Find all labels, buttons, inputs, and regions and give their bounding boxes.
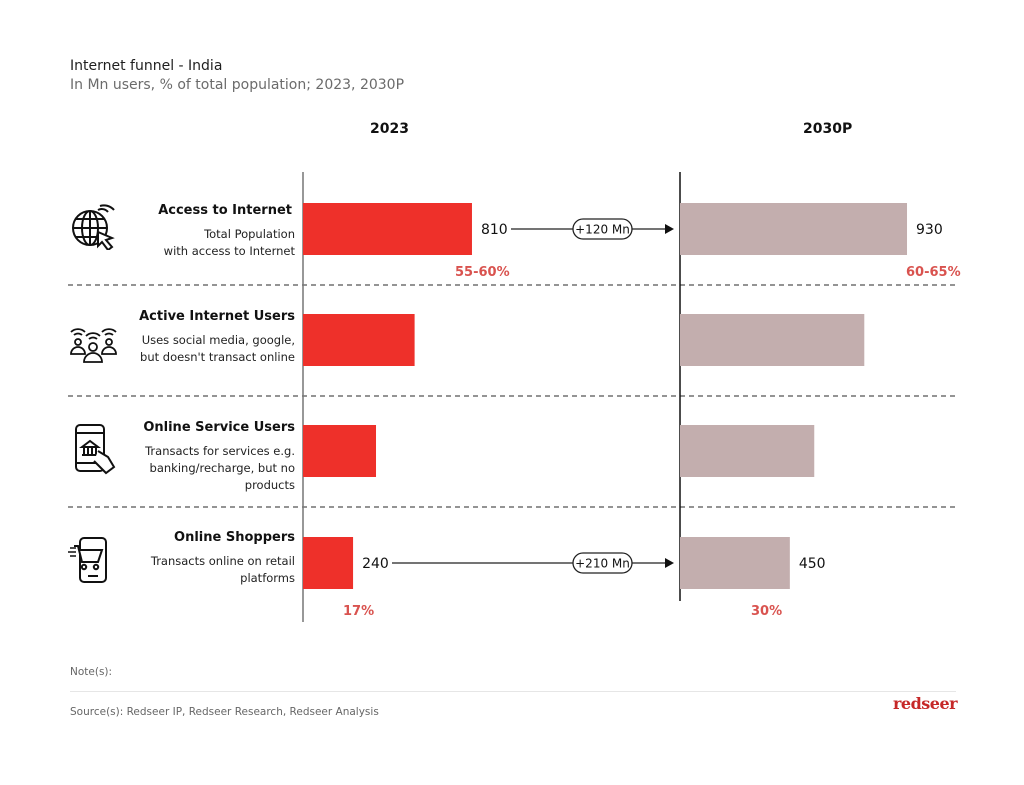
- desc-line: Transacts online on retail: [150, 554, 295, 568]
- growth-pill: [572, 218, 633, 240]
- row-title-active: Active Internet Users: [139, 309, 295, 324]
- arrowhead-icon: [665, 224, 674, 234]
- row-desc-service: Transacts for services e.g. banking/rech…: [55, 443, 295, 494]
- column-header-2023: 2023: [370, 121, 409, 137]
- column-header-2030p: 2030P: [803, 121, 853, 137]
- bar-2023-2: [303, 425, 377, 477]
- row-title-access: Access to Internet: [158, 203, 292, 218]
- percent-label: 60-65%: [906, 265, 961, 280]
- notes-label: Note(s):: [70, 666, 113, 678]
- value-label: 930: [916, 222, 943, 238]
- desc-line: Transacts for services e.g.: [145, 444, 295, 458]
- users-wifi-icon: [70, 328, 117, 363]
- phone-bank-icon: [75, 424, 116, 475]
- bar-2030p-3: [680, 537, 790, 589]
- bar-2030p-1: [680, 314, 865, 366]
- source-text: Source(s): Redseer IP, Redseer Research,…: [70, 706, 379, 718]
- desc-line: platforms: [240, 571, 295, 585]
- desc-line: but doesn't transact online: [140, 350, 295, 364]
- percent-label: 17%: [343, 604, 374, 619]
- row-desc-shoppers: Transacts online on retail platforms: [55, 553, 295, 587]
- row-desc-active: Uses social media, google, but doesn't t…: [55, 332, 295, 366]
- percent-label: 55-60%: [455, 265, 510, 280]
- growth-pill: [572, 552, 633, 574]
- row-title-shoppers: Online Shoppers: [174, 530, 295, 545]
- chart-title: Internet funnel - India: [70, 58, 223, 74]
- bar-2030p-0: [680, 203, 908, 255]
- phone-cart-icon: [68, 537, 107, 583]
- desc-line: Uses social media, google,: [141, 333, 295, 347]
- bar-2030p-2: [680, 425, 815, 477]
- bar-2023-1: [303, 314, 415, 366]
- value-label: 450: [799, 556, 826, 572]
- value-label: 240: [362, 556, 389, 572]
- row-title-service: Online Service Users: [143, 420, 295, 435]
- footer-divider: [70, 691, 956, 692]
- percent-label: 30%: [751, 604, 782, 619]
- globe-cursor-icon: [72, 204, 115, 250]
- redseer-logo: redseer: [893, 694, 958, 713]
- desc-line: with access to Internet: [163, 244, 295, 258]
- growth-label: +210 Mn: [575, 557, 630, 571]
- arrowhead-icon: [665, 558, 674, 568]
- desc-line: Total Population: [204, 227, 295, 241]
- bar-2023-3: [303, 537, 354, 589]
- desc-line: products: [244, 478, 295, 492]
- growth-label: +120 Mn: [575, 223, 630, 237]
- desc-line: banking/recharge, but no: [149, 461, 295, 475]
- chart-subtitle: In Mn users, % of total population; 2023…: [70, 77, 405, 93]
- value-label: 810: [481, 222, 508, 238]
- bar-2023-0: [303, 203, 472, 255]
- row-desc-access: Total Population with access to Internet: [55, 226, 295, 260]
